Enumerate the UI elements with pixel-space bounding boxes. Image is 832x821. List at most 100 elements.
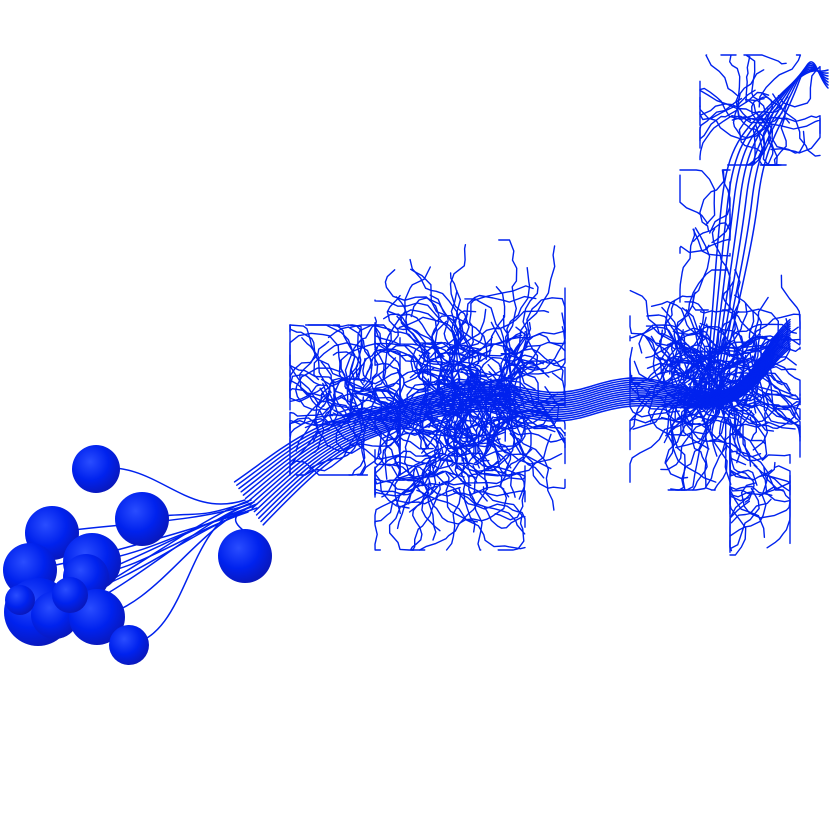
branch xyxy=(464,298,512,382)
branch xyxy=(695,337,726,398)
branch xyxy=(503,326,566,431)
branch xyxy=(426,397,471,461)
branch xyxy=(467,365,558,418)
branch xyxy=(699,309,744,353)
branch xyxy=(403,344,456,414)
branch xyxy=(307,324,356,404)
branch xyxy=(460,465,526,485)
branch xyxy=(374,322,429,376)
branch xyxy=(289,390,339,476)
branch xyxy=(629,362,676,432)
branch xyxy=(289,419,336,429)
branch xyxy=(374,316,465,395)
branch xyxy=(770,115,821,154)
cell-body xyxy=(109,625,149,665)
branch xyxy=(474,420,497,464)
ascending-axon-strand xyxy=(704,69,829,401)
branch xyxy=(738,116,790,155)
branch xyxy=(756,112,780,166)
branch xyxy=(295,367,342,411)
dendritic-arbor-middle xyxy=(374,239,566,551)
branch xyxy=(418,400,434,469)
branch xyxy=(772,93,821,157)
ascending-axon-strand xyxy=(709,68,829,401)
branch xyxy=(684,350,714,404)
branch xyxy=(370,414,401,476)
branch xyxy=(729,486,775,556)
branch xyxy=(356,357,397,394)
branch xyxy=(295,412,370,476)
branch xyxy=(506,267,531,356)
branch xyxy=(732,89,774,139)
branch xyxy=(341,404,397,419)
branch xyxy=(513,361,535,401)
branch xyxy=(289,369,334,411)
branch xyxy=(745,374,801,409)
branch xyxy=(369,324,399,402)
branch xyxy=(730,269,741,369)
branch xyxy=(714,333,778,373)
branch xyxy=(448,308,487,351)
branch xyxy=(736,309,762,352)
branch xyxy=(457,424,526,448)
branch xyxy=(514,282,539,358)
branch xyxy=(629,361,700,392)
cell-bodies xyxy=(3,445,272,665)
branch xyxy=(289,324,336,403)
branch xyxy=(444,483,526,535)
axon-strand xyxy=(240,325,791,493)
branch xyxy=(647,347,706,437)
branch xyxy=(743,54,787,101)
branch xyxy=(676,382,703,420)
branch xyxy=(383,313,452,366)
branch xyxy=(386,294,440,361)
branch xyxy=(385,309,438,352)
branch xyxy=(705,54,739,97)
branch xyxy=(329,409,401,431)
branch xyxy=(721,379,801,442)
branch xyxy=(727,99,772,166)
branch xyxy=(718,358,772,387)
branch xyxy=(661,306,691,358)
branch xyxy=(492,431,511,478)
branch xyxy=(741,344,797,366)
branch xyxy=(510,393,559,413)
branch xyxy=(374,419,432,487)
branch xyxy=(663,355,693,428)
branch xyxy=(457,465,483,551)
branch xyxy=(374,353,431,391)
branch xyxy=(452,407,490,450)
branch xyxy=(473,490,526,503)
branch xyxy=(713,323,797,365)
branch xyxy=(438,456,523,477)
branch xyxy=(481,395,515,472)
branch xyxy=(686,408,716,491)
branch xyxy=(733,294,757,370)
branch xyxy=(422,383,484,413)
branch xyxy=(289,392,329,476)
branch xyxy=(394,389,434,450)
axon-strand xyxy=(258,343,791,519)
branch xyxy=(633,360,704,384)
branch xyxy=(720,308,779,365)
branch xyxy=(448,400,517,430)
branch xyxy=(699,87,760,120)
branch xyxy=(456,343,483,412)
branch xyxy=(777,65,821,108)
branch xyxy=(320,361,351,422)
branch xyxy=(491,421,532,498)
branch xyxy=(384,470,432,492)
branch xyxy=(500,314,509,376)
branch xyxy=(650,335,691,397)
branch xyxy=(629,401,704,483)
ascending-axon-strand xyxy=(711,66,829,401)
branch xyxy=(344,324,377,391)
branch xyxy=(427,469,488,502)
branch xyxy=(629,289,716,359)
branch xyxy=(737,318,791,389)
branch xyxy=(374,340,450,373)
branch xyxy=(310,381,340,455)
branch xyxy=(700,302,748,376)
branch xyxy=(421,392,456,450)
branch xyxy=(347,347,379,418)
